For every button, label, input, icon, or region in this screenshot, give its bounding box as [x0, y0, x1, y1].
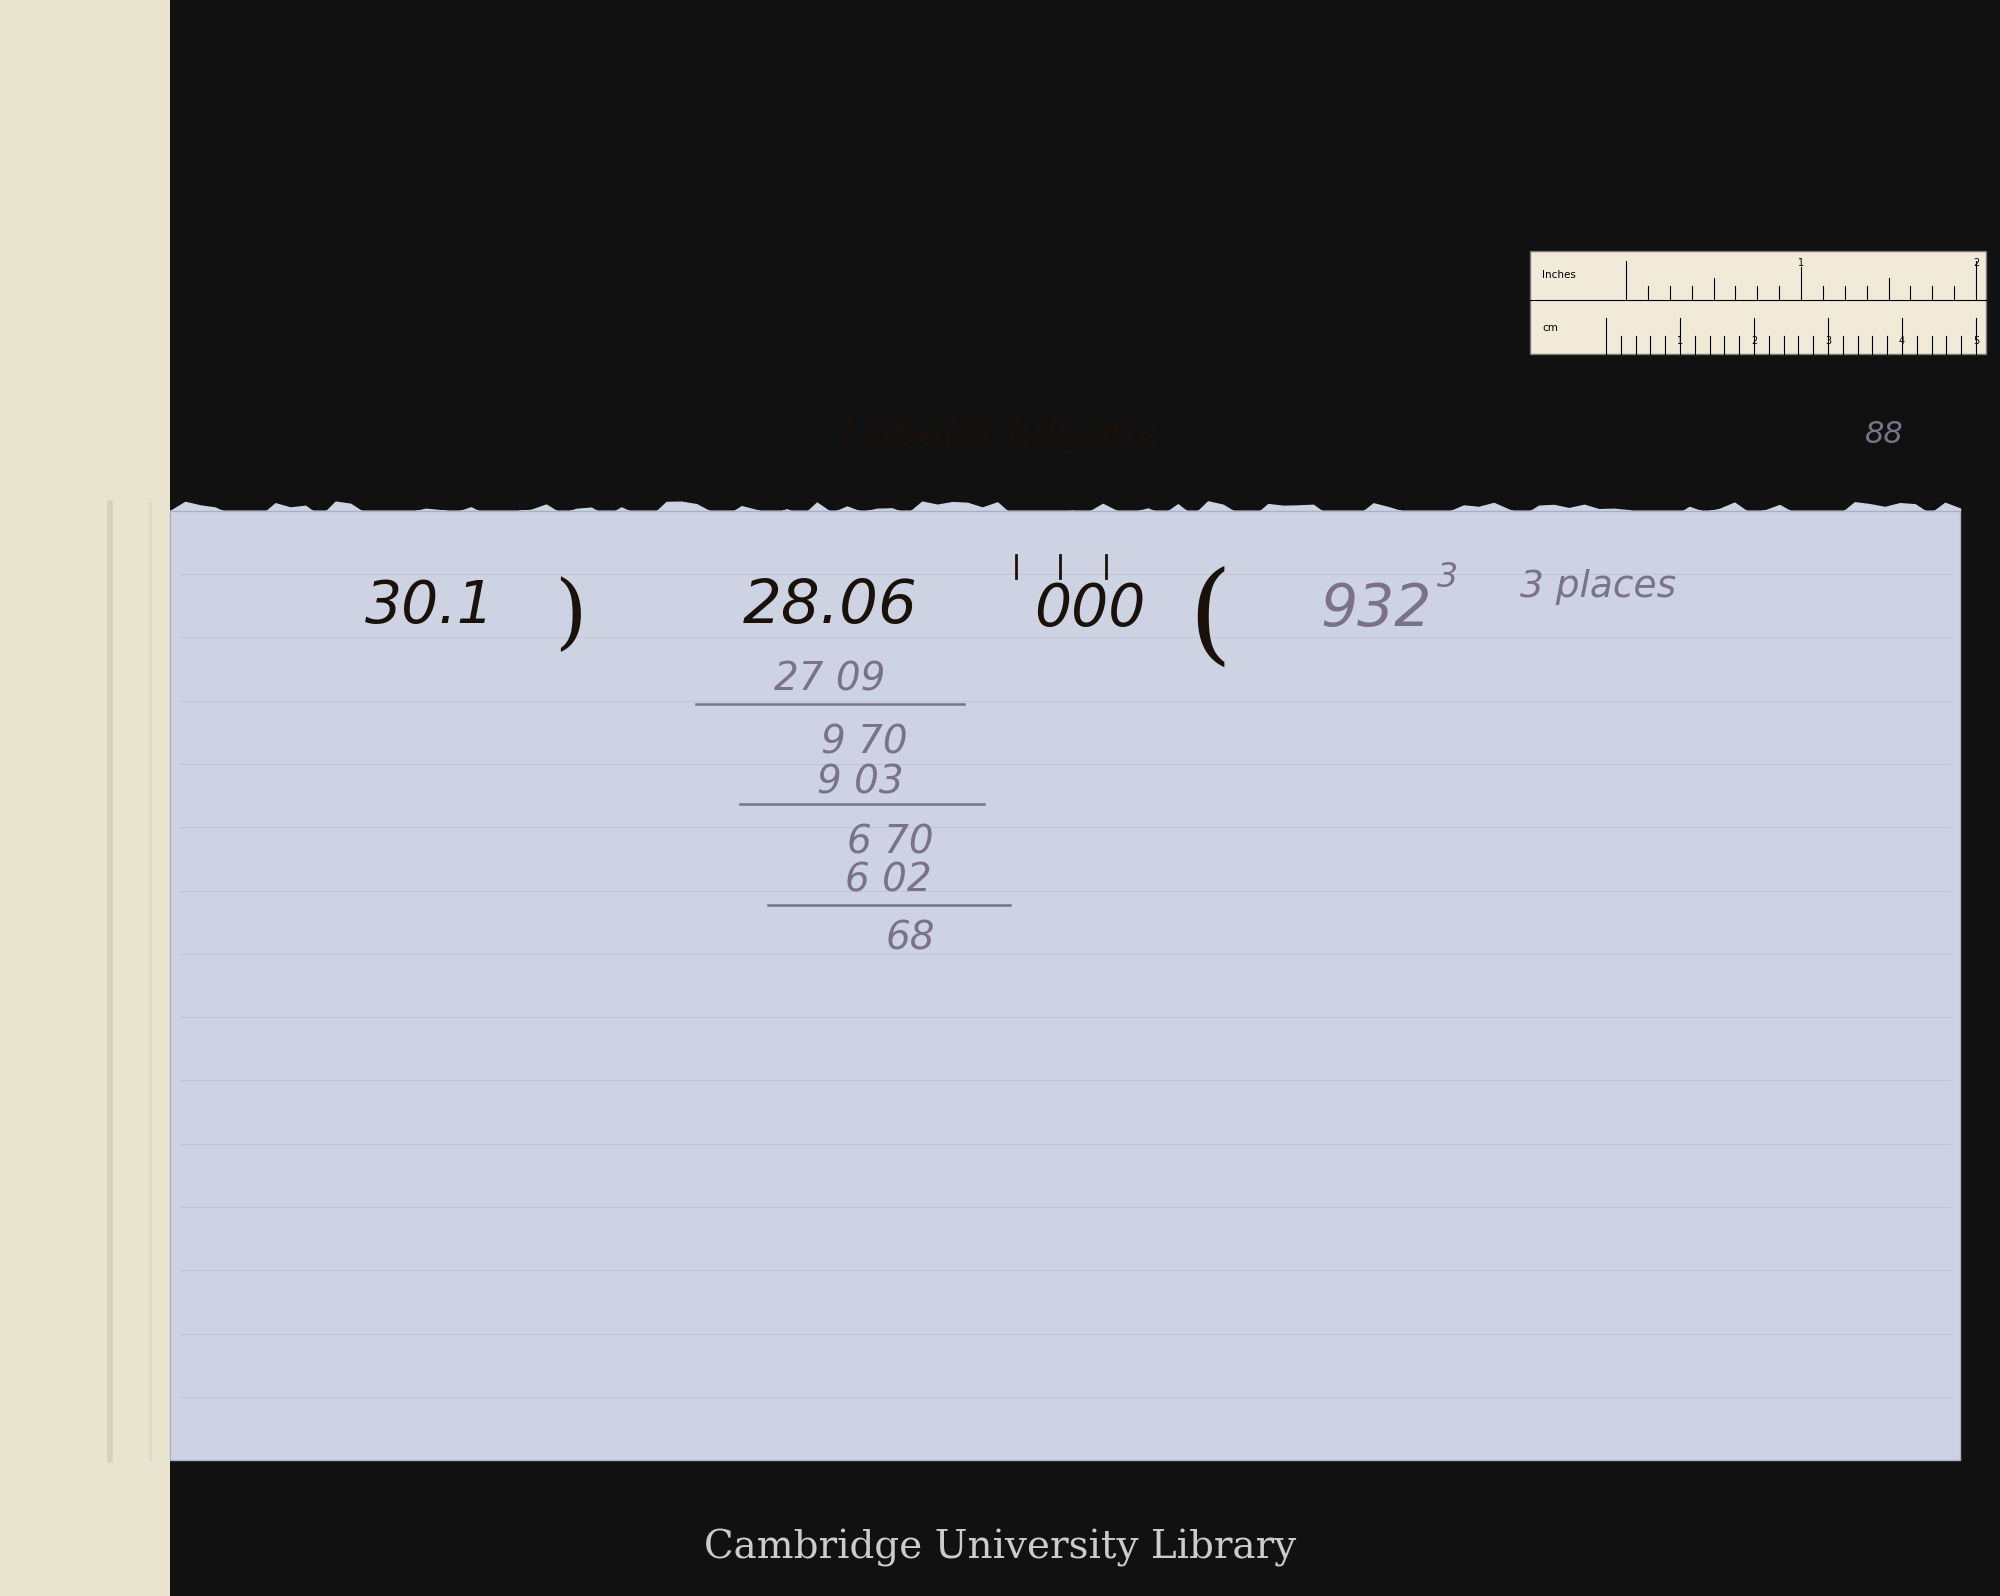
- Text: 3: 3: [1438, 562, 1458, 594]
- Text: 2: 2: [1750, 335, 1758, 346]
- Text: 000: 000: [1034, 581, 1146, 638]
- Text: ): ): [554, 576, 586, 656]
- Text: 88: 88: [1864, 420, 1904, 448]
- Bar: [170, 511, 1960, 1460]
- Text: 6 02: 6 02: [844, 862, 932, 900]
- Text: Lobelia fulgens: Lobelia fulgens: [842, 413, 1158, 455]
- Bar: [0, 0, 170, 1596]
- Text: 4: 4: [1898, 335, 1906, 346]
- Text: 28.06: 28.06: [742, 578, 918, 635]
- Text: (: (: [1188, 565, 1232, 674]
- Text: 68: 68: [886, 919, 934, 958]
- Text: 3: 3: [1824, 335, 1832, 346]
- Text: 9 03: 9 03: [816, 763, 904, 801]
- Text: 6 70: 6 70: [846, 824, 934, 862]
- Text: 3 places: 3 places: [1520, 570, 1676, 605]
- Text: 932: 932: [1320, 581, 1432, 638]
- Bar: [1530, 251, 1986, 354]
- Text: 2: 2: [1972, 259, 1980, 268]
- Text: 9 70: 9 70: [820, 723, 908, 761]
- Text: 1: 1: [1798, 259, 1804, 268]
- Text: 27 09: 27 09: [774, 661, 886, 699]
- Text: Cambridge University Library: Cambridge University Library: [704, 1529, 1296, 1567]
- Text: Inches: Inches: [1542, 270, 1576, 281]
- Text: 1: 1: [1676, 335, 1684, 346]
- Text: cm: cm: [1542, 324, 1558, 334]
- Text: 30.1: 30.1: [366, 578, 494, 635]
- Text: 5: 5: [1972, 335, 1980, 346]
